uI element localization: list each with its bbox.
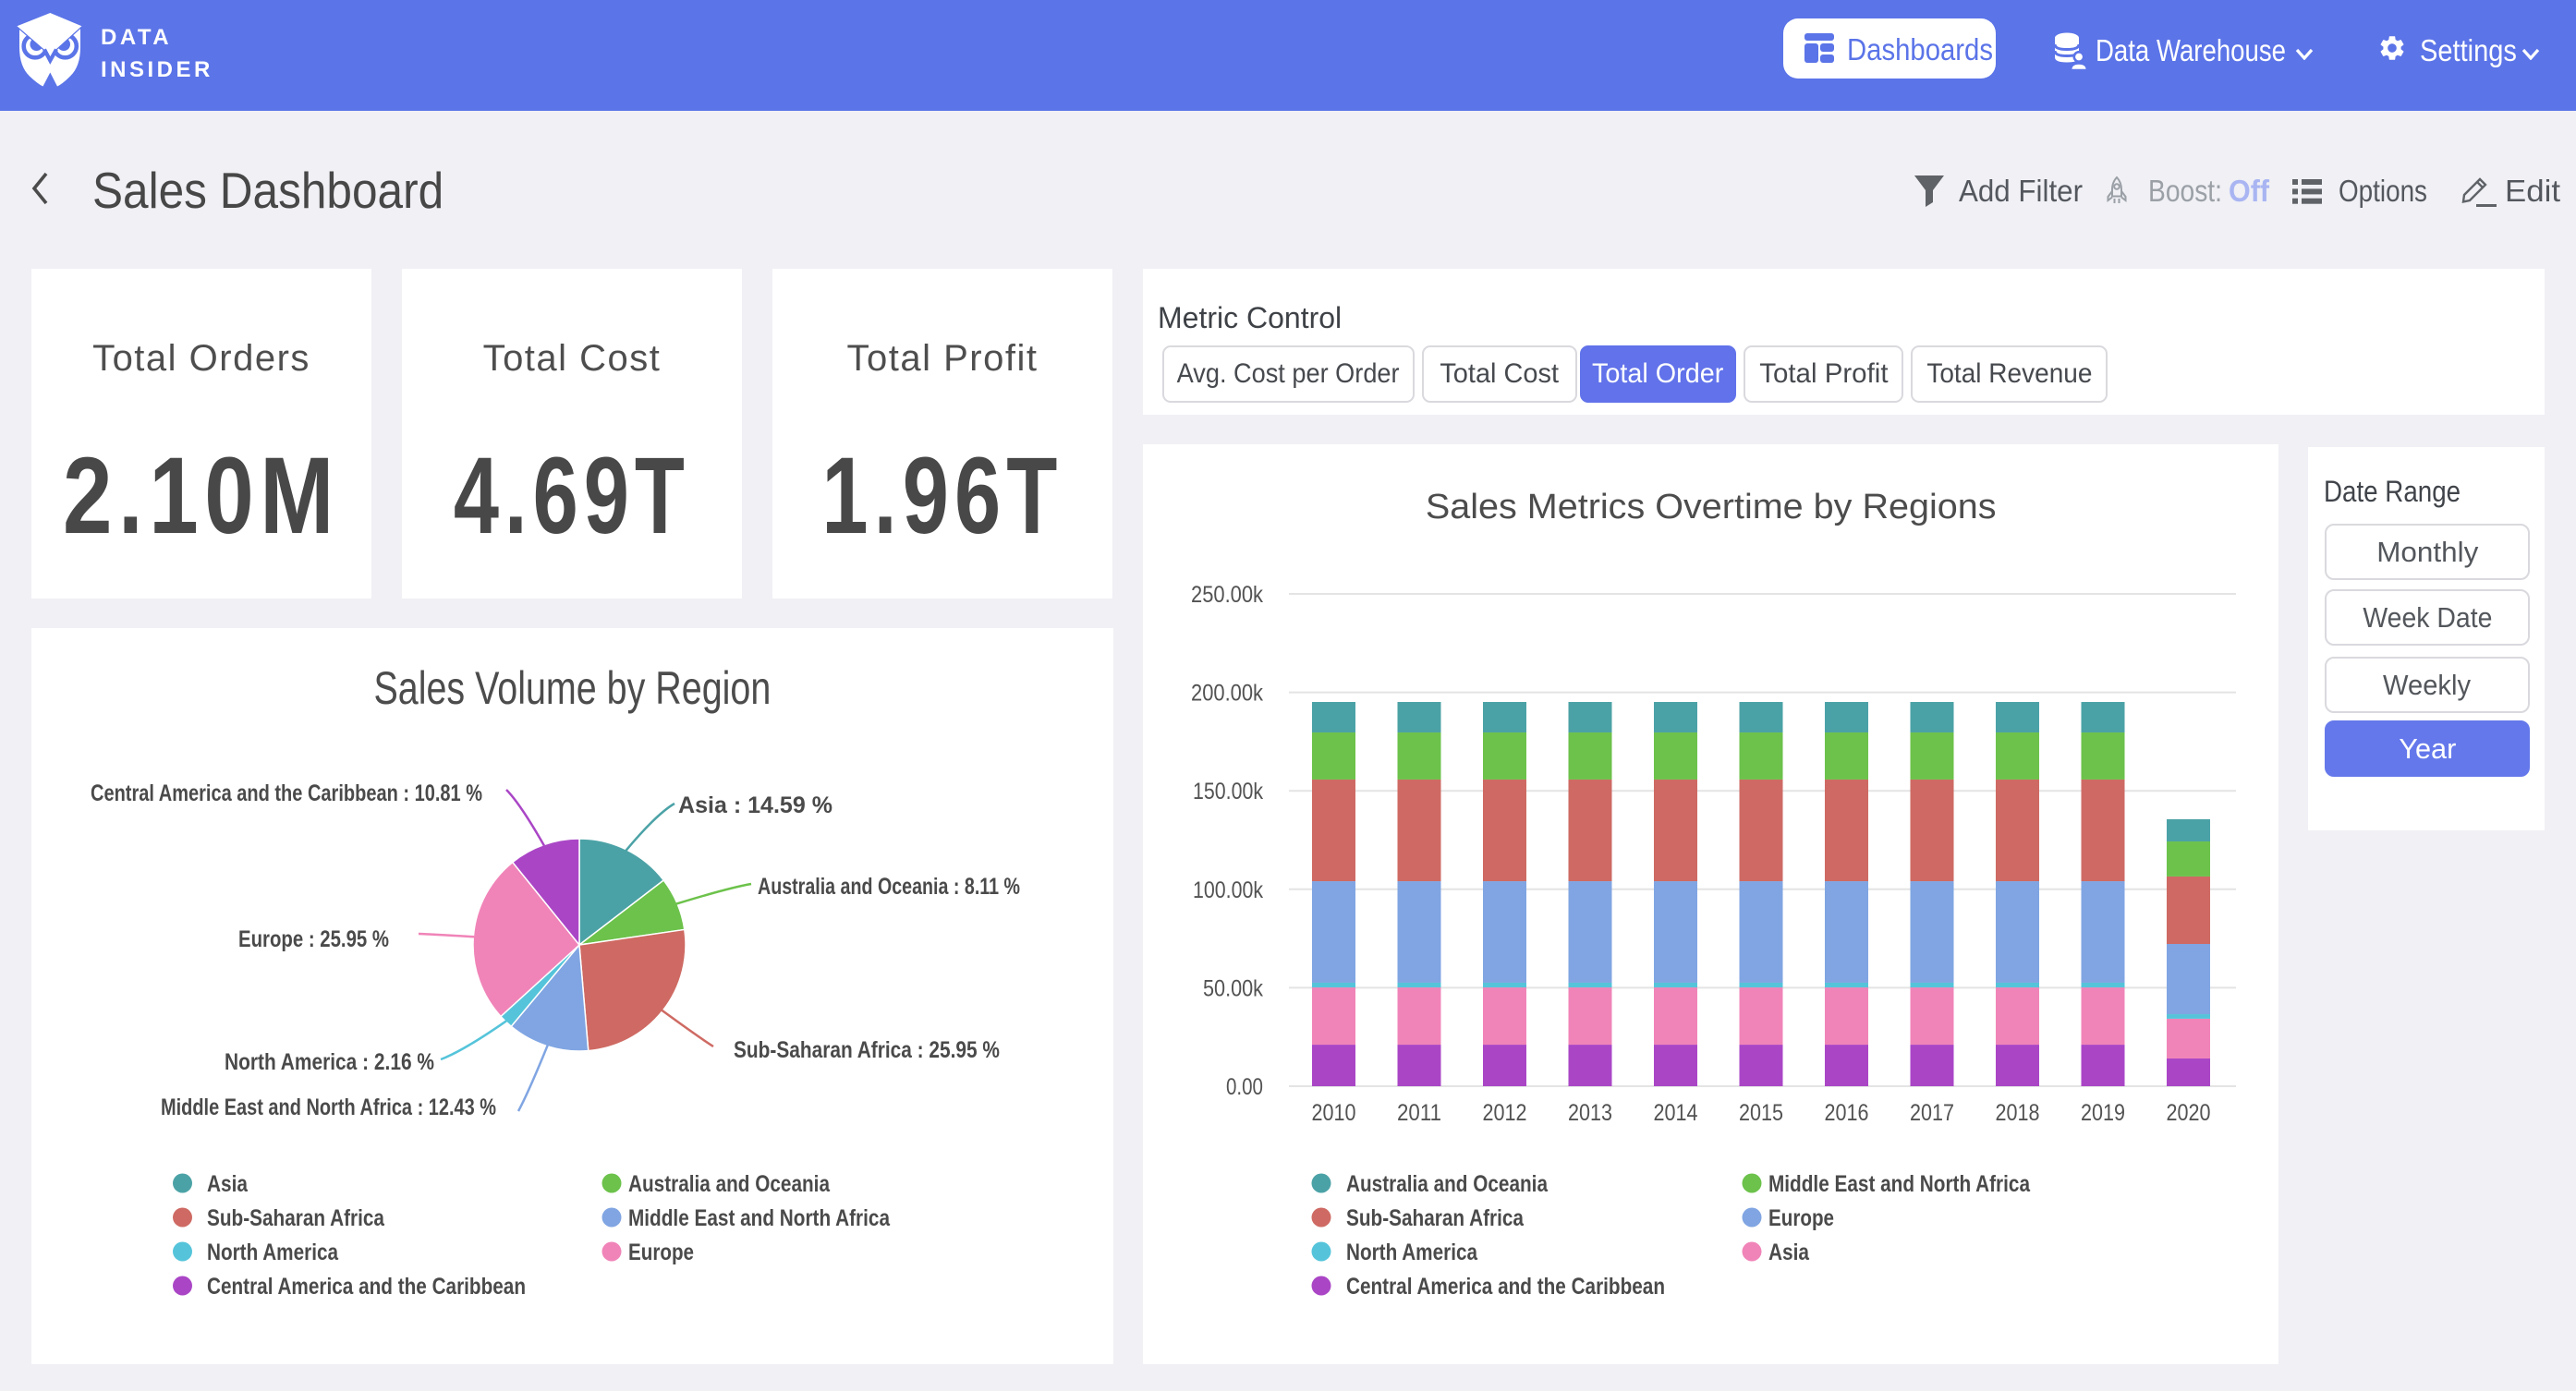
svg-text:Asia : 14.59 %: Asia : 14.59 % [678,792,832,818]
svg-text:2012: 2012 [1483,1100,1527,1126]
svg-text:2015: 2015 [1739,1100,1783,1126]
svg-text:0.00: 0.00 [1226,1074,1263,1100]
svg-text:Australia and Oceania : 8.11 %: Australia and Oceania : 8.11 % [758,874,1020,900]
svg-text:2013: 2013 [1568,1100,1612,1126]
svg-text:200.00k: 200.00k [1191,681,1263,707]
svg-text:Central America and the Caribb: Central America and the Caribbean : 10.8… [91,780,482,806]
svg-text:Asia: Asia [1768,1240,1810,1265]
svg-text:150.00k: 150.00k [1193,779,1263,804]
svg-text:2020: 2020 [2167,1100,2211,1126]
svg-text:Middle East and North Africa: Middle East and North Africa [1768,1171,2031,1197]
svg-text:Sub-Saharan Africa: Sub-Saharan Africa [207,1205,385,1231]
svg-text:Europe: Europe [628,1240,694,1265]
svg-text:2011: 2011 [1397,1100,1441,1126]
svg-text:2010: 2010 [1312,1100,1356,1126]
svg-text:2018: 2018 [1996,1100,2040,1126]
svg-text:Sub-Saharan Africa: Sub-Saharan Africa [1346,1205,1525,1231]
svg-text:250.00k: 250.00k [1191,582,1263,608]
svg-text:Europe : 25.95 %: Europe : 25.95 % [238,926,389,952]
svg-text:Sub-Saharan Africa : 25.95 %: Sub-Saharan Africa : 25.95 % [734,1037,1000,1063]
svg-text:Europe: Europe [1768,1205,1834,1231]
svg-text:2014: 2014 [1654,1100,1698,1126]
svg-text:50.00k: 50.00k [1203,975,1263,1001]
svg-text:Asia: Asia [207,1171,249,1197]
svg-text:2019: 2019 [2081,1100,2125,1126]
svg-text:Australia and Oceania: Australia and Oceania [628,1171,831,1197]
svg-text:Central America and the Caribb: Central America and the Caribbean [1346,1274,1665,1300]
svg-text:North America: North America [1346,1240,1478,1265]
svg-text:Middle East and North Africa :: Middle East and North Africa : 12.43 % [161,1095,496,1120]
svg-text:North America: North America [207,1240,339,1265]
svg-text:2016: 2016 [1825,1100,1869,1126]
svg-text:Middle East and North Africa: Middle East and North Africa [628,1205,891,1231]
svg-text:Central America and the Caribb: Central America and the Caribbean [207,1274,526,1300]
svg-text:100.00k: 100.00k [1193,877,1263,903]
svg-text:North America : 2.16 %: North America : 2.16 % [225,1049,434,1075]
svg-text:2017: 2017 [1910,1100,1954,1126]
svg-text:Australia and Oceania: Australia and Oceania [1346,1171,1549,1197]
